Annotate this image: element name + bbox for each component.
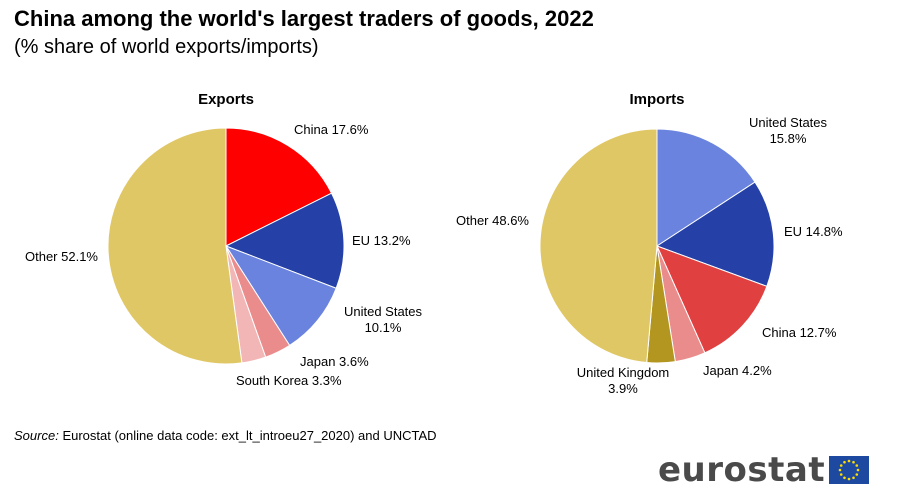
exports-pie: Exports China 17.6% EU 13.2% United States 1… xyxy=(25,91,423,388)
source-note: Source: Eurostat (online data code: ext_… xyxy=(14,428,437,443)
imports-label-china: China 12.7% xyxy=(762,325,837,340)
exports-label-other: Other 52.1% xyxy=(25,249,98,264)
imports-label-united-kingdom: United Kingdom 3.9% xyxy=(577,365,670,396)
imports-slice-eu xyxy=(655,181,775,287)
eurostat-wordmark: eurostat xyxy=(658,450,826,490)
imports-pie: Imports United States 15.8% EU 14.8% China 1… xyxy=(456,91,843,396)
eu-flag-icon xyxy=(829,456,870,484)
imports-label-other: Other 48.6% xyxy=(456,213,529,228)
exports-label-japan: Japan 3.6% xyxy=(300,354,369,369)
exports-label-eu: EU 13.2% xyxy=(352,233,411,248)
exports-slice-china xyxy=(225,127,333,247)
pie-charts: Exports China 17.6% EU 13.2% United States 1… xyxy=(25,91,843,396)
imports-slice-united-states xyxy=(656,128,756,247)
exports-slice-other xyxy=(107,127,243,365)
imports-label-japan: Japan 4.2% xyxy=(703,363,772,378)
source-label: Source: xyxy=(14,428,59,443)
exports-label-united-states: United States 10.1% xyxy=(344,304,423,335)
imports-slice-china xyxy=(656,245,768,354)
exports-slice-united-states xyxy=(224,244,337,347)
chart-title: China among the world's largest traders … xyxy=(14,6,594,31)
source-text: Eurostat (online data code: ext_lt_intro… xyxy=(62,428,437,443)
imports-label-eu: EU 14.8% xyxy=(784,224,843,239)
imports-slice-other xyxy=(539,128,658,364)
eurostat-logo: eurostat xyxy=(658,450,870,490)
exports-label-south-korea: South Korea 3.3% xyxy=(236,373,342,388)
exports-slice-eu xyxy=(224,192,345,289)
chart-subtitle: (% share of world exports/imports) xyxy=(14,36,319,58)
exports-label-china: China 17.6% xyxy=(294,122,369,137)
exports-pie-title: Exports xyxy=(198,91,254,108)
imports-pie-title: Imports xyxy=(629,91,684,108)
imports-label-united-states: United States 15.8% xyxy=(749,115,828,146)
